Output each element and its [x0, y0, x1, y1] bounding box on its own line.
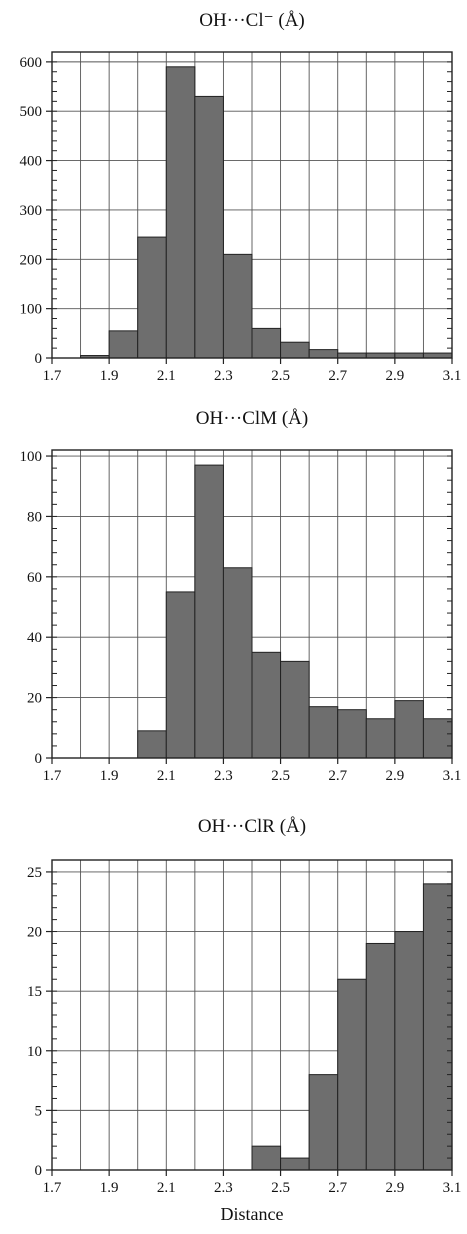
y-tick-label: 15: [27, 984, 42, 1000]
histogram-bar: [280, 1157, 310, 1171]
x-tick-label: 1.9: [100, 368, 119, 384]
histogram-bar: [337, 709, 367, 759]
chart-title: OH···Cl⁻ (Å): [199, 10, 305, 31]
chart-title: OH···ClR (Å): [198, 816, 306, 837]
x-tick-label: 2.7: [328, 1180, 347, 1196]
histogram-bar: [365, 718, 396, 759]
histogram-panel-2: OH···ClM (Å) 0 20 40 60 80 100 1.7 1.9 2.1 2.3 2.5 2…: [20, 408, 462, 784]
x-tick-label: 1.7: [43, 1180, 62, 1196]
y-tick-label: 40: [27, 630, 42, 646]
y-tick-label: 60: [27, 570, 42, 586]
x-tick-label: 2.3: [214, 368, 233, 384]
x-tick-label: 2.9: [385, 1180, 404, 1196]
histogram-bar: [394, 352, 424, 359]
x-tick-label: 2.1: [157, 1180, 176, 1196]
x-tick-label: 1.9: [100, 768, 119, 784]
x-tick-label: 2.1: [157, 768, 176, 784]
chart-title: OH···ClM (Å): [196, 408, 308, 429]
plot-frame: [51, 51, 453, 359]
x-tick-label: 2.7: [328, 368, 347, 384]
y-tick-label: 500: [20, 104, 43, 120]
histogram-bar: [251, 327, 282, 359]
histogram-bar: [394, 931, 424, 1171]
histogram-panel-3: OH···ClR (Å) 0 5 10 15 20 25 1.7 1.9 2.1 2.3 2.5 2.7…: [27, 816, 461, 1224]
x-axis-label: Distance: [221, 1204, 284, 1224]
histogram-bar: [165, 591, 196, 759]
histogram-bar: [280, 341, 310, 359]
histogram-bar: [308, 706, 339, 759]
histogram-bar: [194, 95, 224, 359]
histogram-bar: [337, 352, 367, 359]
histogram-bar: [194, 464, 224, 759]
histogram-bar: [108, 330, 139, 359]
x-tick-label: 2.1: [157, 368, 176, 384]
x-tick-label: 2.5: [271, 1180, 290, 1196]
x-tick-label: 3.1: [443, 368, 462, 384]
y-tick-label: 300: [20, 203, 43, 219]
histogram-bar: [308, 349, 339, 359]
x-tick-label: 2.7: [328, 768, 347, 784]
x-tick-label: 1.9: [100, 1180, 119, 1196]
x-tick-label: 2.3: [214, 1180, 233, 1196]
x-tick-label: 2.9: [385, 768, 404, 784]
plot-frame: [51, 449, 453, 759]
x-tick-label: 1.7: [43, 368, 62, 384]
x-tick-label: 3.1: [443, 1180, 462, 1196]
histogram-bar: [280, 660, 310, 759]
y-tick-label: 0: [35, 751, 43, 767]
histogram-bar: [422, 718, 453, 759]
y-tick-label: 20: [27, 925, 42, 941]
histogram-bar: [137, 730, 167, 759]
y-tick-label: 10: [27, 1044, 42, 1060]
y-tick-label: 400: [20, 154, 43, 170]
histogram-bar: [222, 253, 253, 359]
y-tick-label: 600: [20, 55, 43, 71]
histogram-bar: [337, 978, 367, 1171]
x-tick-label: 2.9: [385, 368, 404, 384]
histogram-bar: [137, 236, 167, 359]
histogram-bar: [365, 942, 396, 1171]
y-tick-label: 20: [27, 691, 42, 707]
histogram-bar: [222, 567, 253, 759]
histogram-bar: [308, 1074, 339, 1171]
histogram-bar: [251, 1145, 282, 1171]
y-tick-label: 200: [20, 252, 43, 268]
y-tick-label: 0: [35, 1163, 43, 1179]
histogram-panel-1: OH···Cl⁻ (Å) 0 100 200 300 400 500 600 1.7 1.9 2.1…: [20, 10, 462, 384]
x-tick-label: 1.7: [43, 768, 62, 784]
histogram-bar: [422, 352, 453, 359]
x-tick-label: 2.3: [214, 768, 233, 784]
histogram-bar: [165, 66, 196, 359]
y-tick-label: 100: [20, 449, 43, 465]
y-tick-label: 0: [35, 351, 43, 367]
y-tick-label: 100: [20, 302, 43, 318]
x-tick-label: 2.5: [271, 368, 290, 384]
histogram-bar: [251, 651, 282, 759]
y-tick-label: 5: [35, 1103, 43, 1119]
x-tick-label: 2.5: [271, 768, 290, 784]
y-tick-label: 80: [27, 509, 42, 525]
histogram-bar: [394, 700, 424, 759]
x-tick-label: 3.1: [443, 768, 462, 784]
y-tick-label: 25: [27, 865, 42, 881]
histogram-bar: [365, 352, 396, 359]
